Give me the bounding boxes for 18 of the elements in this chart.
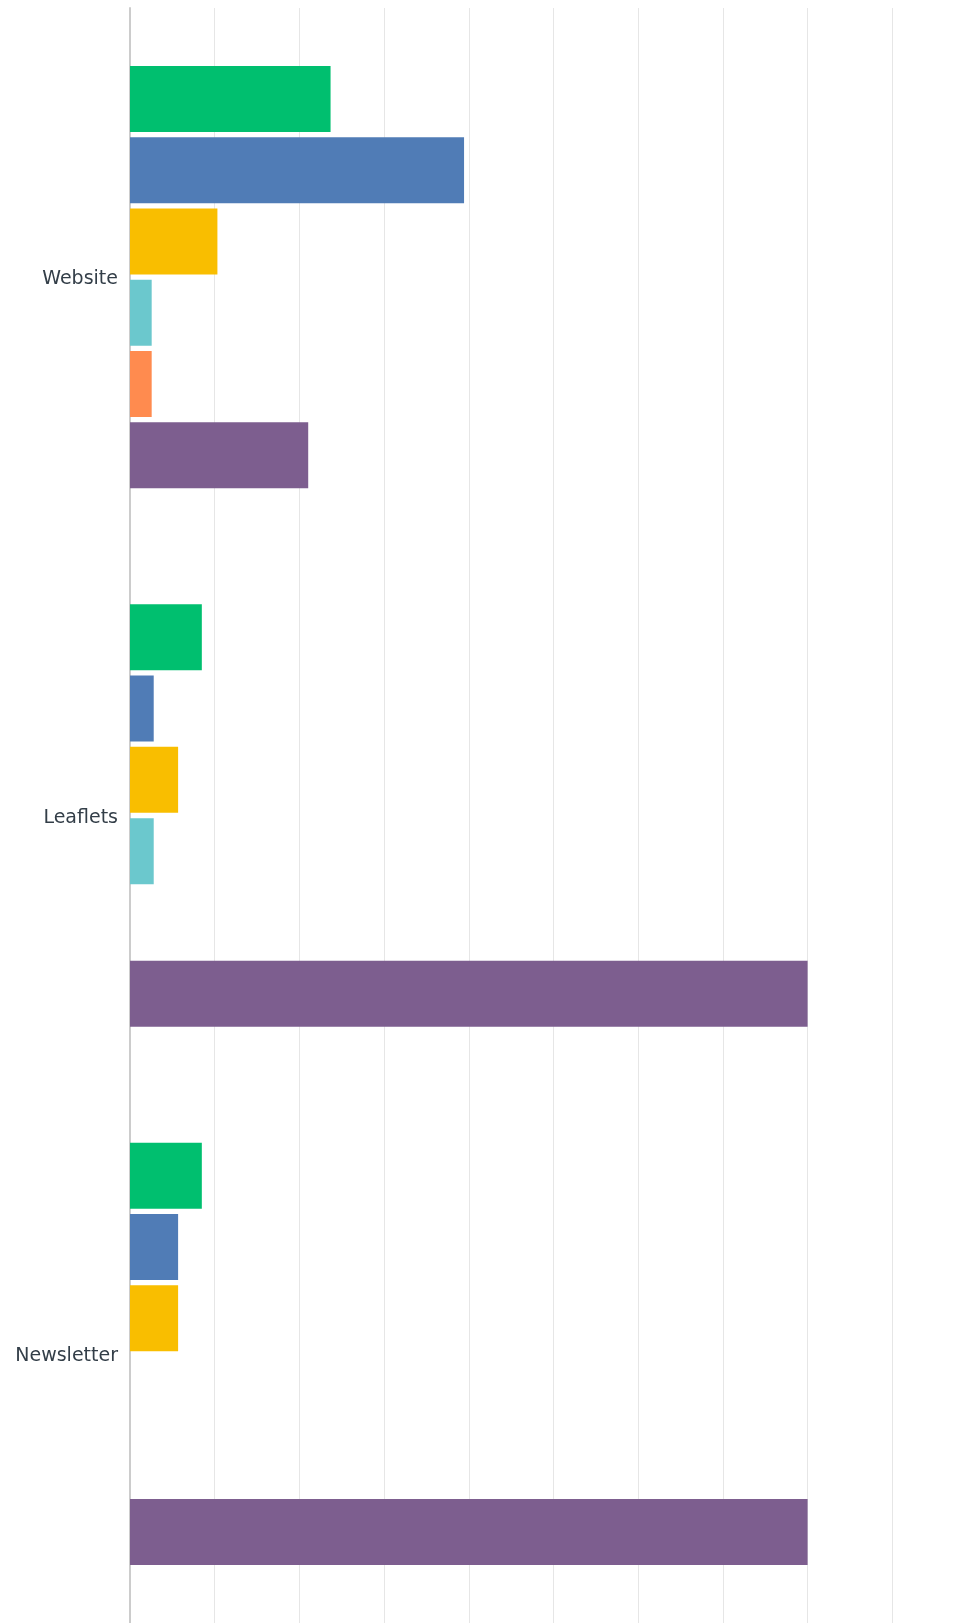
bar (130, 65, 331, 132)
bar (130, 208, 218, 275)
bar (130, 818, 154, 885)
bar (130, 1285, 179, 1352)
bar (130, 604, 202, 671)
bar (130, 746, 179, 813)
y-tick-label: Website (42, 266, 118, 289)
bar (130, 137, 465, 204)
bar (130, 279, 152, 346)
y-tick-label: Leaflets (43, 804, 118, 827)
y-tick-label: Newsletter (15, 1342, 119, 1365)
bar (130, 351, 152, 418)
bar (130, 1213, 179, 1280)
bar (130, 1499, 808, 1566)
bar (130, 422, 309, 489)
bar (130, 960, 808, 1027)
bar (130, 675, 154, 742)
bar (130, 1142, 202, 1209)
